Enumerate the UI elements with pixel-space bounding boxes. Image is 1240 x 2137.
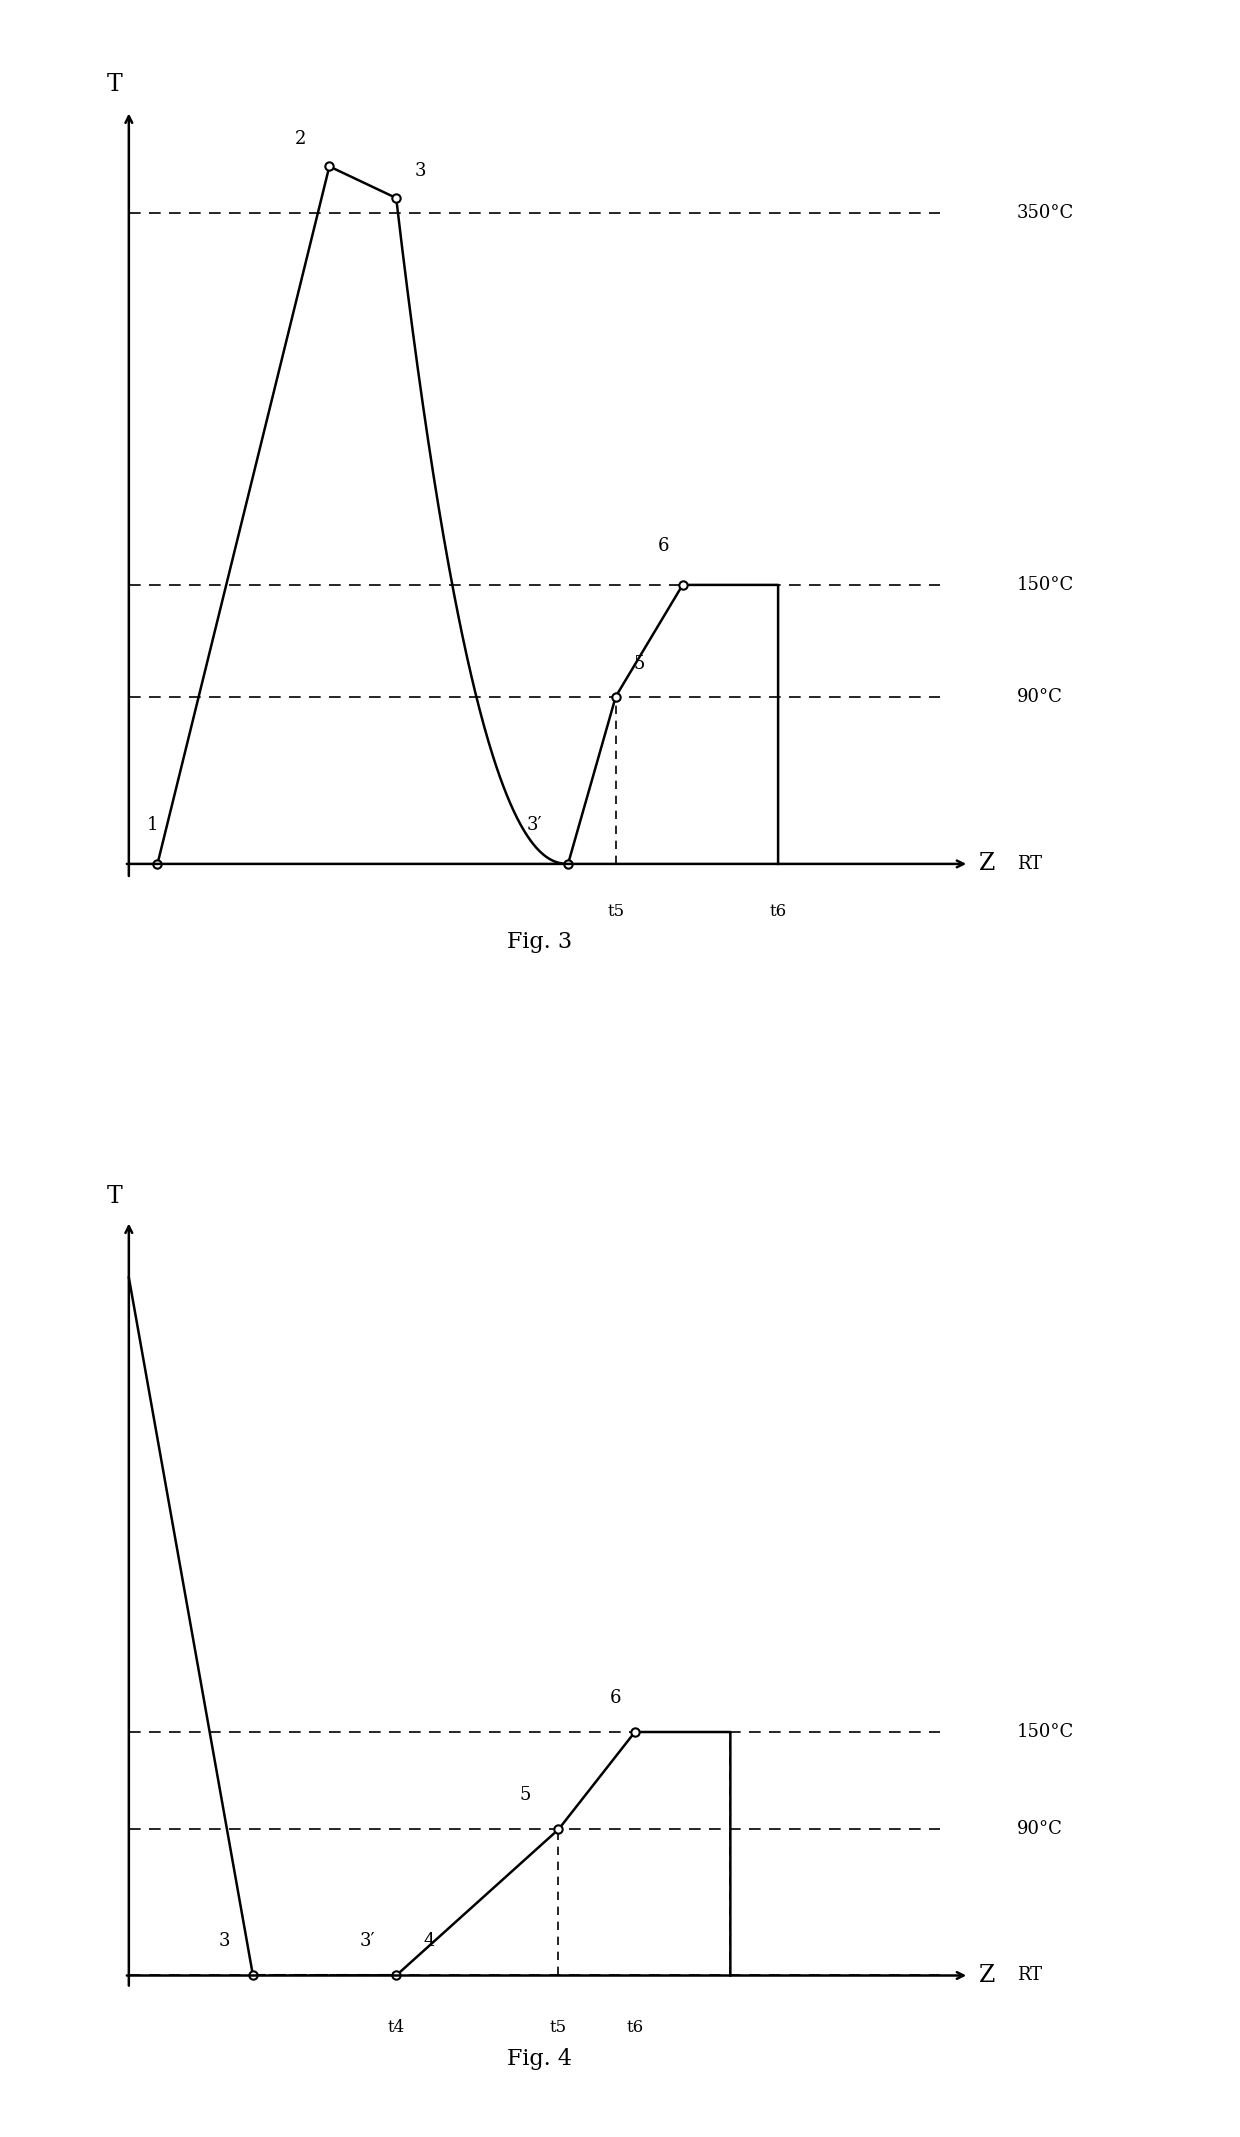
Text: Fig. 4: Fig. 4 xyxy=(507,2047,572,2071)
Text: 5: 5 xyxy=(520,1787,531,1804)
Text: t5: t5 xyxy=(608,904,625,921)
Text: 2: 2 xyxy=(295,130,306,147)
Text: t6: t6 xyxy=(770,904,786,921)
Text: Fig. 3: Fig. 3 xyxy=(507,930,572,953)
Text: T: T xyxy=(107,73,123,96)
Text: 150°C: 150°C xyxy=(1017,1722,1074,1742)
Text: t4: t4 xyxy=(388,2019,404,2037)
Text: 5: 5 xyxy=(634,654,645,673)
Text: 3′: 3′ xyxy=(360,1932,376,1951)
Text: 6: 6 xyxy=(610,1688,621,1707)
Text: 1: 1 xyxy=(148,816,159,833)
Text: 150°C: 150°C xyxy=(1017,575,1074,594)
Text: 3: 3 xyxy=(218,1932,231,1951)
Text: 3′: 3′ xyxy=(527,816,542,833)
Text: T: T xyxy=(107,1184,123,1207)
Text: 350°C: 350°C xyxy=(1017,203,1074,222)
Text: 90°C: 90°C xyxy=(1017,688,1063,705)
Text: Z: Z xyxy=(978,853,994,876)
Text: t6: t6 xyxy=(626,2019,644,2037)
Text: t5: t5 xyxy=(549,2019,567,2037)
Text: Z: Z xyxy=(978,1964,994,1987)
Text: 90°C: 90°C xyxy=(1017,1821,1063,1838)
Text: RT: RT xyxy=(1017,1966,1042,1985)
Text: 6: 6 xyxy=(657,536,670,556)
Text: 4: 4 xyxy=(424,1932,435,1951)
Text: 3: 3 xyxy=(414,162,425,180)
Text: RT: RT xyxy=(1017,855,1042,872)
